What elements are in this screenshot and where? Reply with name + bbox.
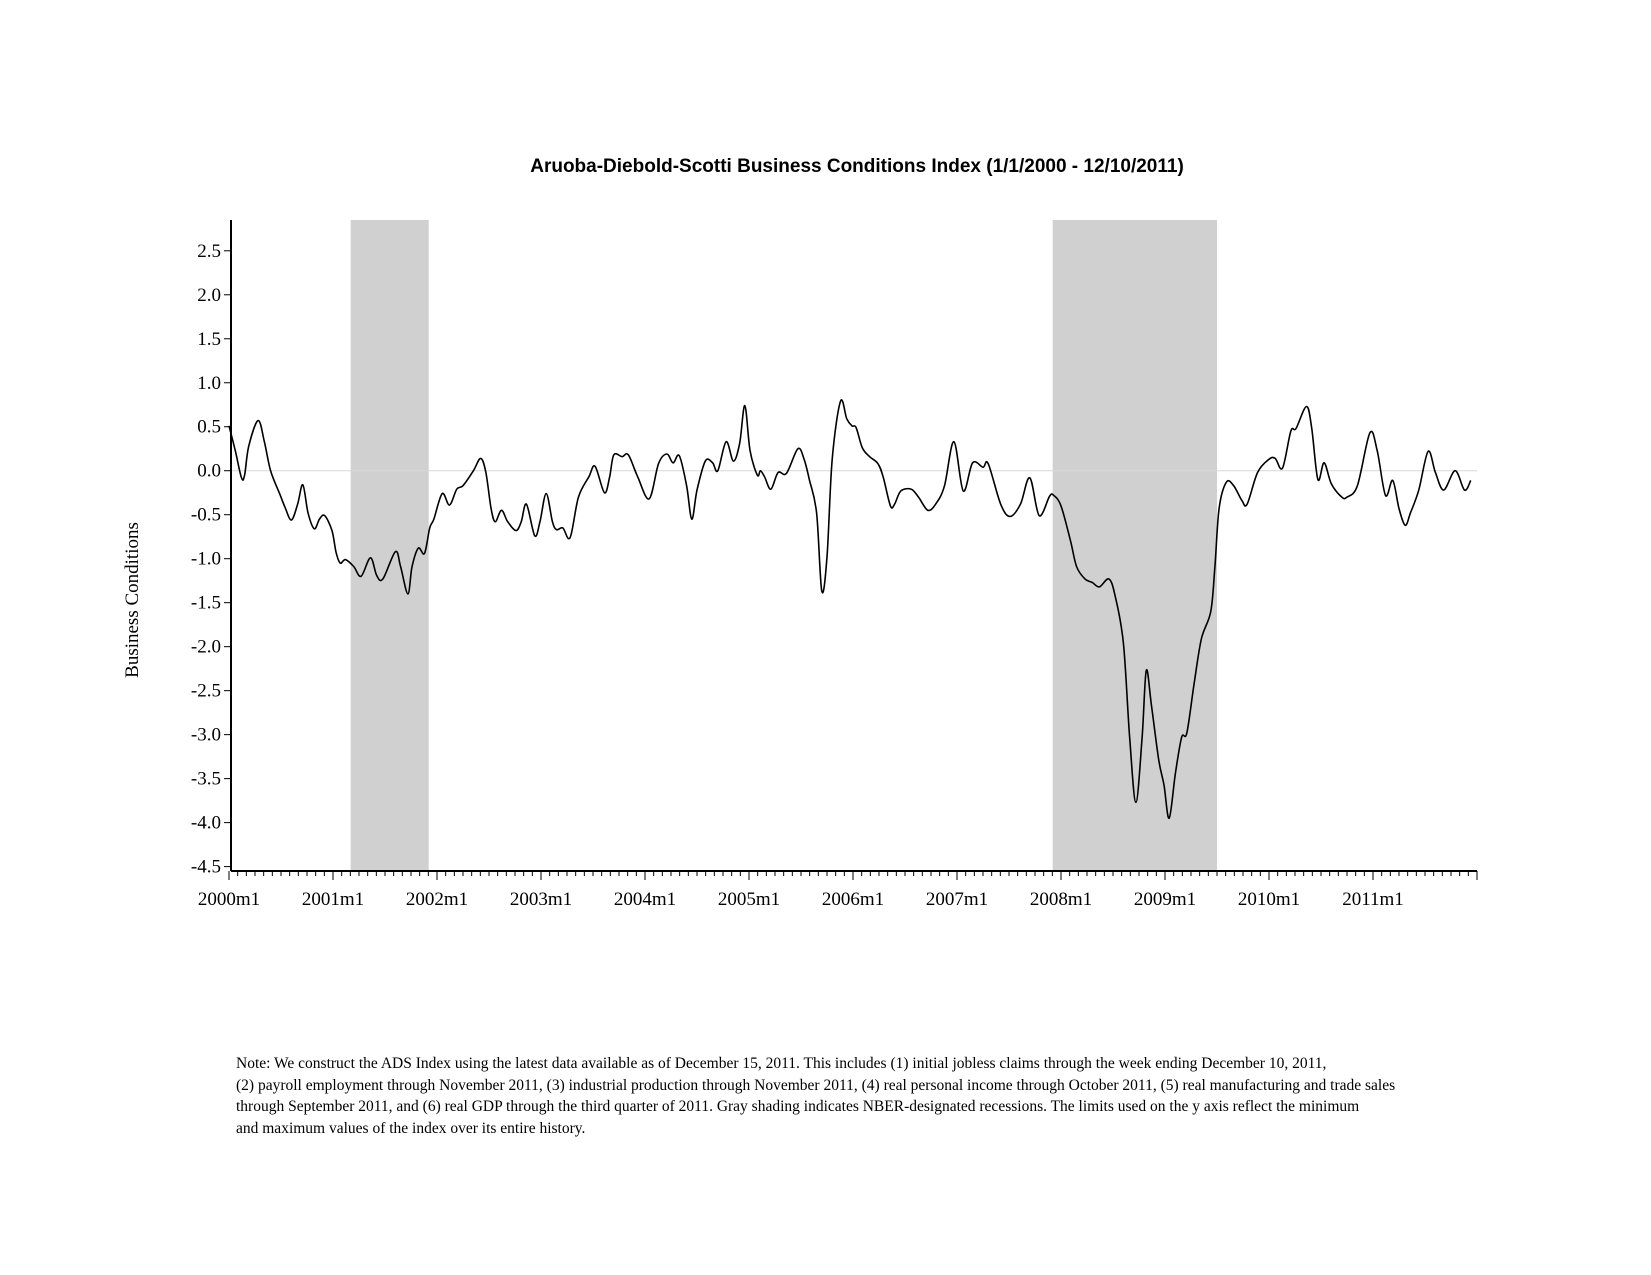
x-tick-label: 2008m1 [1030,889,1092,910]
y-tick-label: 0.5 [197,417,221,438]
y-tick-label: -4.0 [191,813,221,834]
ads-index-line [228,399,1472,820]
y-tick-label: 2.5 [197,241,221,262]
y-tick-label: 0.0 [197,461,221,482]
y-tick-label: -3.0 [191,725,221,746]
y-tick-label: -2.0 [191,637,221,658]
x-tick-label: 2005m1 [718,889,780,910]
recession-shading [350,220,1217,871]
note-line: through September 2011, and (6) real GDP… [236,1098,1360,1115]
y-axis-label: Business Conditions [122,522,143,678]
note-line: Note: We construct the ADS Index using t… [236,1055,1327,1072]
y-tick-label: -0.5 [191,505,221,526]
recession-band [350,220,429,871]
chart-title: Aruoba-Diebold-Scotti Business Condition… [530,156,1184,177]
recession-band [1052,220,1217,871]
x-tick-label: 2001m1 [302,889,364,910]
x-tick-label: 2004m1 [614,889,676,910]
x-tick-label: 2000m1 [198,889,260,910]
y-tick-label: -1.0 [191,549,221,570]
chart-note: Note: We construct the ADS Index using t… [236,1053,1616,1139]
y-axis: 2.5 2.0 1.5 1.0 0.5 0.0 -0.5 -1.0 -1.5 -2.0 -2.5 -3… [191,220,232,878]
x-tick-label: 2011m1 [1342,889,1404,910]
x-tick-label: 2007m1 [926,889,988,910]
y-tick-label: -3.5 [191,769,221,790]
x-axis: 2000m1 2001m1 2002m1 2003m1 2004m1 2005m1 2006… [198,870,1478,910]
x-tick-label: 2009m1 [1134,889,1196,910]
y-tick-label: 2.0 [197,285,221,306]
note-line: (2) payroll employment through November … [236,1076,1396,1094]
x-tick-label: 2010m1 [1238,889,1300,910]
note-line: and maximum values of the index over its… [236,1119,586,1137]
y-tick-label: 1.0 [197,373,221,394]
x-tick-label: 2006m1 [822,889,884,910]
y-tick-label: 1.5 [197,329,221,350]
x-tick-label: 2003m1 [510,889,572,910]
x-tick-label: 2002m1 [406,889,468,910]
y-tick-label: -4.5 [191,857,221,878]
y-tick-label: -2.5 [191,681,221,702]
y-tick-label: -1.5 [191,593,221,614]
